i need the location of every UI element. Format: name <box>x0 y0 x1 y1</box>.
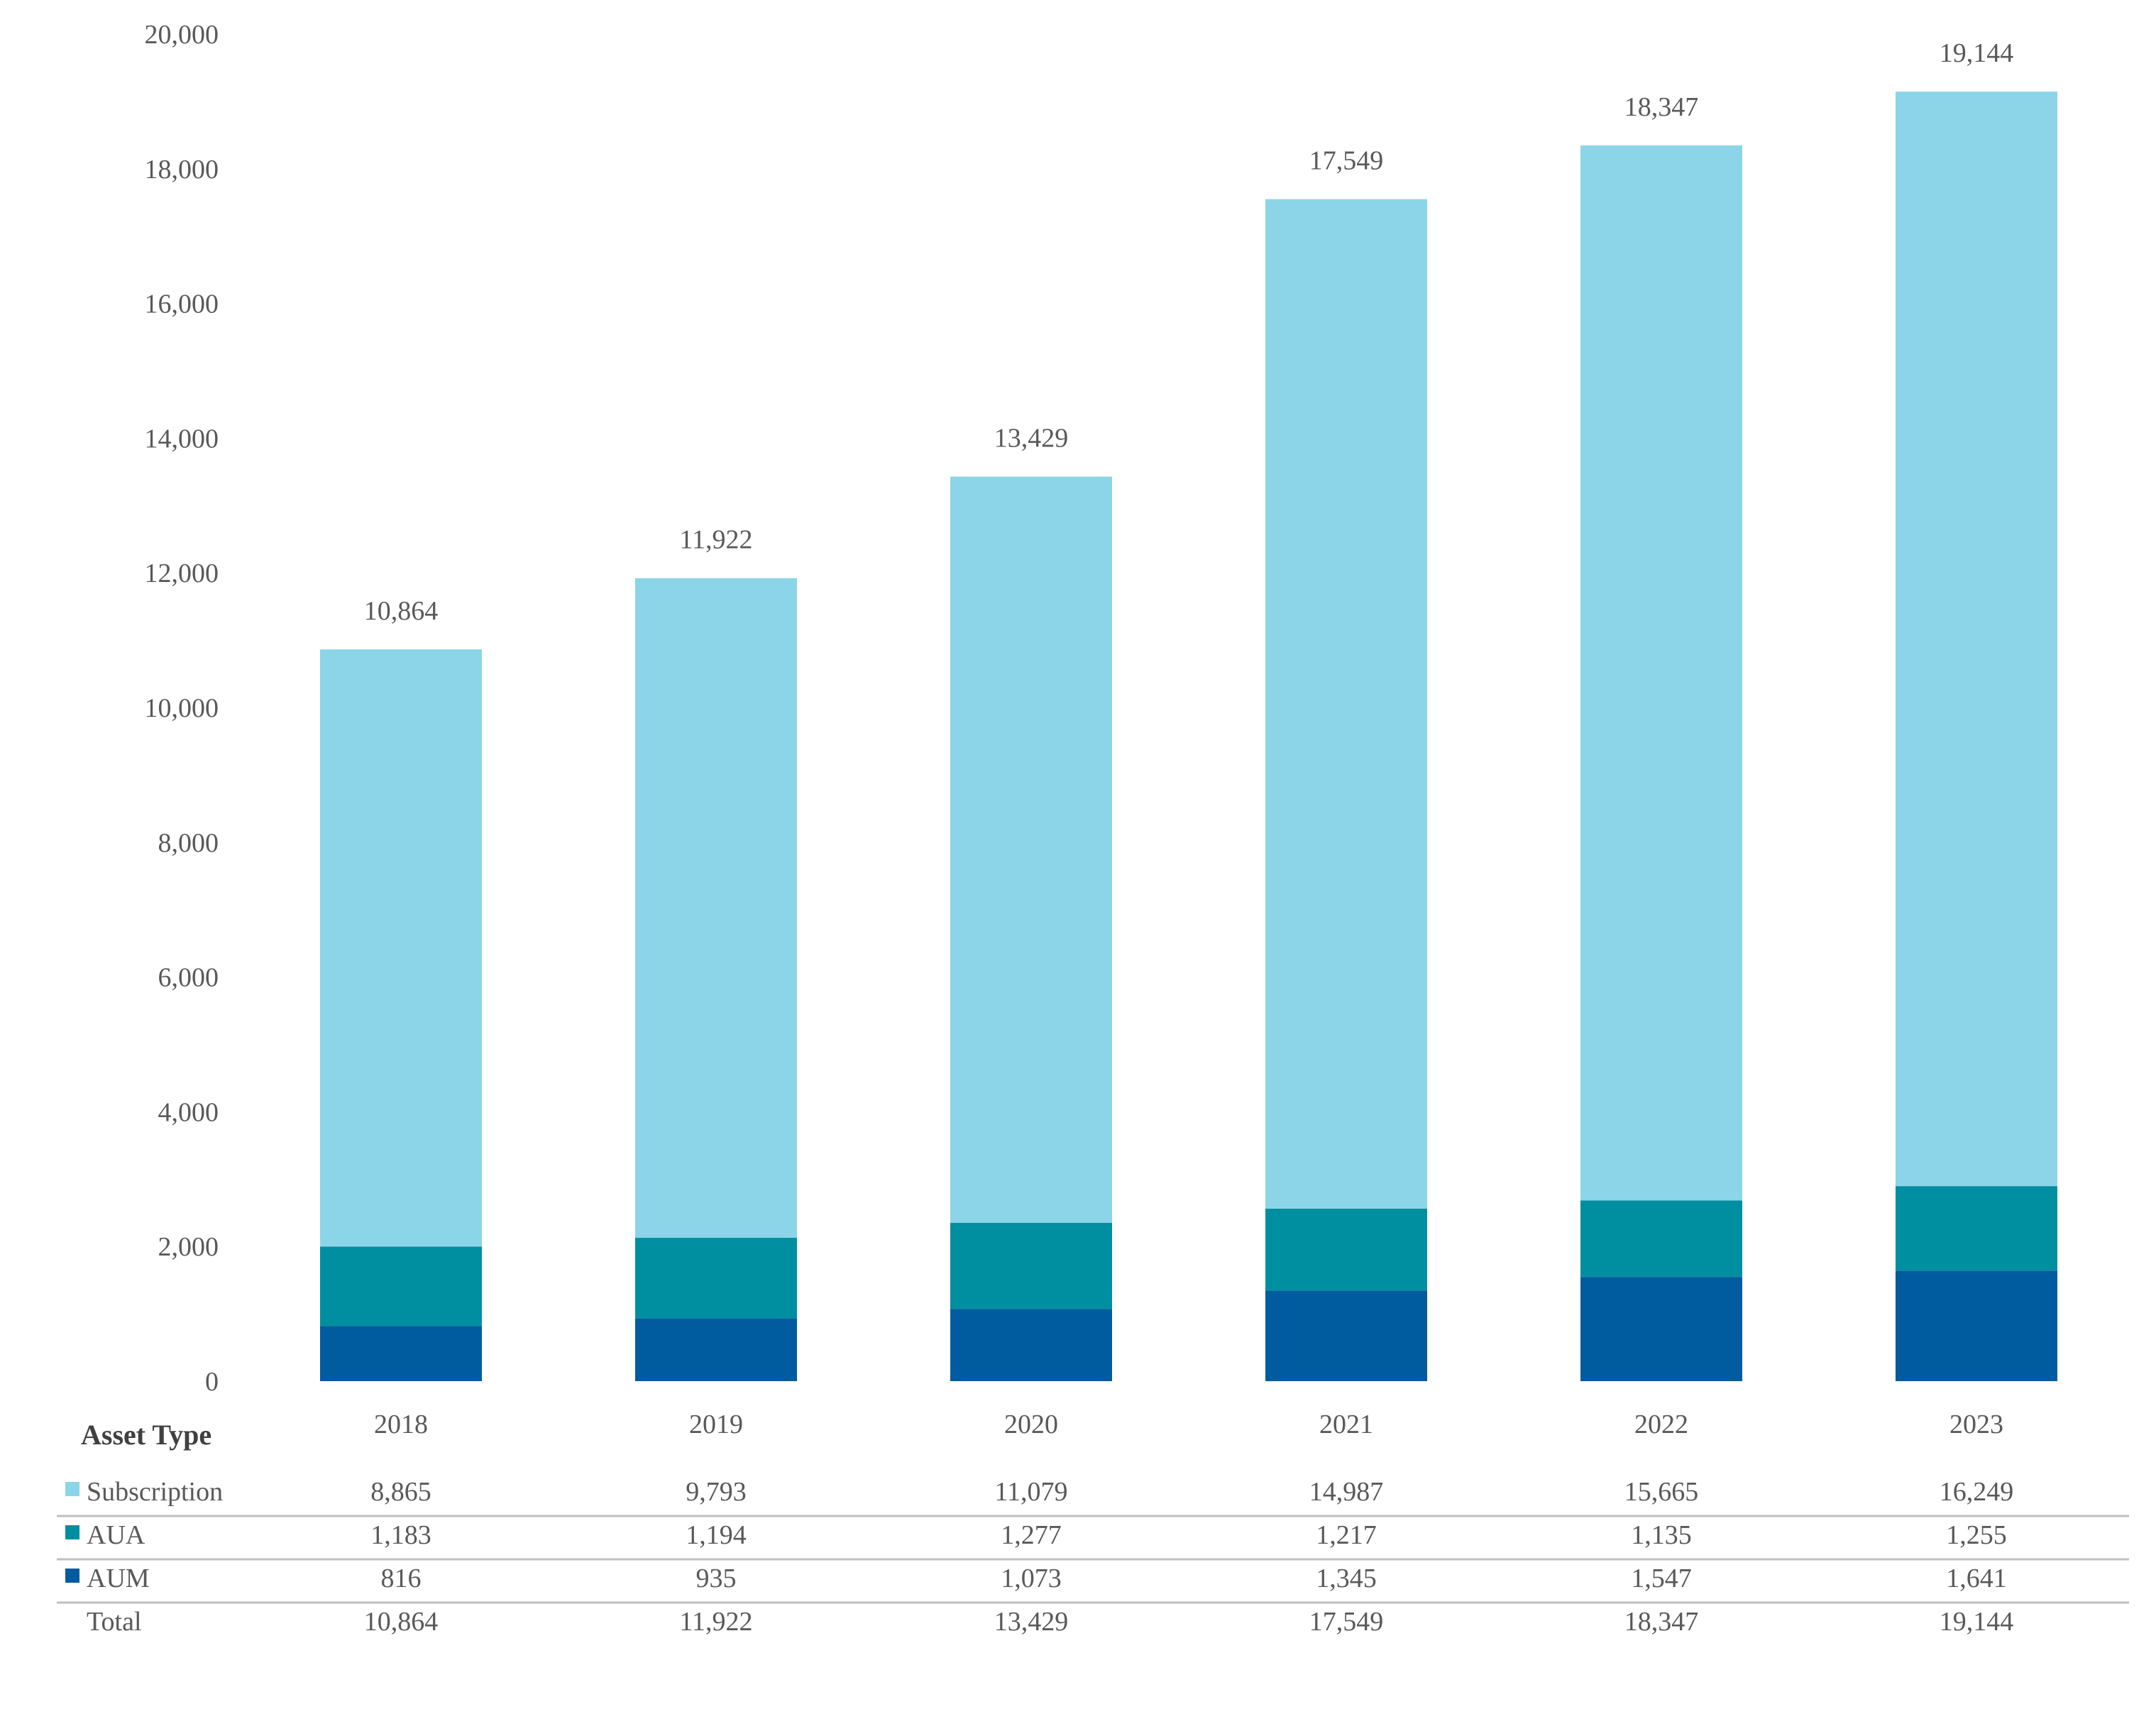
y-tick-label: 8,000 <box>158 828 219 858</box>
legend-key-subscription <box>65 1482 79 1496</box>
total-data-label: 13,429 <box>994 424 1069 454</box>
y-tick-label: 20,000 <box>145 20 219 50</box>
table-cell: 9,793 <box>686 1477 747 1507</box>
table-cell: 15,665 <box>1624 1477 1699 1507</box>
table-cell: 1,547 <box>1631 1564 1692 1593</box>
bar-segment-aua <box>1265 1208 1427 1291</box>
bar-segment-aum <box>950 1309 1112 1381</box>
table-cell: 1,183 <box>370 1520 431 1550</box>
x-tick-label: 2018 <box>374 1410 428 1439</box>
total-data-label: 17,549 <box>1309 146 1384 176</box>
legend-key-aum <box>65 1569 79 1583</box>
total-data-label: 10,864 <box>364 596 439 626</box>
bar-segment-aum <box>320 1326 482 1381</box>
table-cell: 8,865 <box>370 1477 431 1507</box>
table-row-label-total: Total <box>87 1607 142 1637</box>
bar-segment-subscription <box>1896 92 2057 1187</box>
x-tick-label: 2019 <box>689 1410 743 1439</box>
x-tick-label: 2021 <box>1319 1410 1373 1439</box>
table-cell: 1,277 <box>1001 1520 1062 1550</box>
y-tick-label: 4,000 <box>158 1097 219 1127</box>
table-cell-total: 17,549 <box>1309 1607 1384 1637</box>
y-tick-label: 18,000 <box>145 155 219 185</box>
legend-key-aua <box>65 1525 79 1539</box>
y-tick-label: 16,000 <box>145 290 219 319</box>
bar-segment-aum <box>1580 1277 1742 1381</box>
bar-segment-subscription <box>950 476 1112 1223</box>
x-tick-label: 2023 <box>1949 1410 2003 1439</box>
bar-segment-subscription <box>320 649 482 1247</box>
bar-segment-subscription <box>1580 145 1742 1201</box>
y-tick-label: 12,000 <box>145 559 219 588</box>
bar-segment-aua <box>1580 1200 1742 1278</box>
bar-segment-aua <box>320 1246 482 1327</box>
table-row-label-aum: AUM <box>87 1564 150 1593</box>
table-cell: 16,249 <box>1940 1477 2014 1507</box>
y-tick-label: 0 <box>205 1367 219 1397</box>
table-row-label-subscription: Subscription <box>87 1477 223 1507</box>
total-data-label: 19,144 <box>1940 38 2014 68</box>
table-cell-total: 11,922 <box>679 1607 752 1637</box>
bar-segment-aua <box>950 1222 1112 1309</box>
total-data-label: 11,922 <box>679 525 752 555</box>
y-tick-label: 6,000 <box>158 963 219 993</box>
table-cell: 1,194 <box>686 1520 747 1550</box>
x-tick-label: 2022 <box>1634 1410 1688 1439</box>
table-row-label-aua: AUA <box>87 1520 145 1550</box>
bar-segment-aum <box>1265 1290 1427 1381</box>
table-cell: 1,345 <box>1316 1564 1377 1593</box>
bar-segment-subscription <box>635 578 797 1238</box>
table-cell: 1,255 <box>1946 1520 2007 1550</box>
bar-segment-aum <box>635 1318 797 1381</box>
bar-segment-aua <box>635 1237 797 1319</box>
table-cell: 1,073 <box>1001 1564 1062 1593</box>
bar-segment-aum <box>1896 1270 2057 1381</box>
table-cell: 1,217 <box>1316 1520 1377 1550</box>
table-cell: 935 <box>696 1564 737 1593</box>
table-cell-total: 18,347 <box>1624 1607 1699 1637</box>
table-cell: 1,135 <box>1631 1520 1692 1550</box>
bar-segment-subscription <box>1265 199 1427 1209</box>
table-cell: 816 <box>381 1564 422 1593</box>
y-tick-label: 2,000 <box>158 1232 219 1262</box>
y-tick-label: 14,000 <box>145 424 219 454</box>
y-tick-label: 10,000 <box>145 693 219 723</box>
table-cell: 11,079 <box>994 1477 1067 1507</box>
x-tick-label: 2020 <box>1004 1410 1058 1439</box>
table-cell: 14,987 <box>1309 1477 1384 1507</box>
bar-segment-aua <box>1896 1186 2057 1271</box>
table-cell-total: 10,864 <box>364 1607 439 1637</box>
table-cell-total: 13,429 <box>994 1607 1069 1637</box>
table-cell: 1,641 <box>1946 1564 2007 1593</box>
total-data-label: 18,347 <box>1624 92 1699 122</box>
table-header-asset-type: Asset Type <box>81 1419 211 1451</box>
table-cell-total: 19,144 <box>1940 1607 2014 1637</box>
